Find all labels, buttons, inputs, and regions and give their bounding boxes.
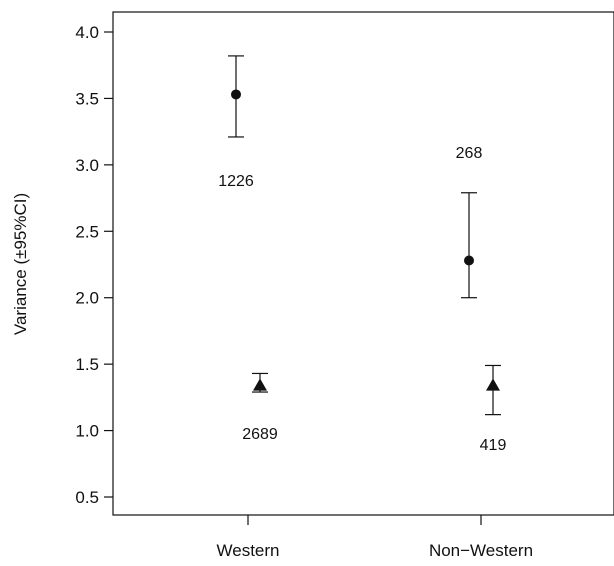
x-tick-label: Western (217, 541, 280, 560)
sample-size-label: 419 (480, 437, 507, 454)
circle-point (464, 255, 474, 266)
sample-size-label: 2689 (242, 426, 278, 443)
y-tick-label: 2.0 (75, 289, 99, 308)
plot-frame (112, 11, 614, 516)
sample-size-label: 1226 (218, 173, 254, 190)
circle-point (231, 89, 241, 100)
triangle-point (486, 378, 500, 391)
y-tick-label: 4.0 (75, 23, 99, 42)
x-axis: Western Non−Western (217, 515, 533, 560)
y-axis: 0.5 1.0 1.5 2.0 2.5 3.0 3.5 4.0 (75, 23, 113, 507)
circle-error-bar (461, 192, 477, 299)
x-tick-label: Non−Western (429, 541, 533, 560)
sample-size-label: 268 (456, 145, 483, 162)
y-tick-label: 3.0 (75, 156, 99, 175)
triangle-point (253, 378, 267, 391)
y-axis-title: Variance (±95%CI) (11, 193, 30, 335)
y-tick-label: 1.5 (75, 355, 99, 374)
y-tick-label: 1.0 (75, 422, 99, 441)
y-tick-label: 2.5 (75, 222, 99, 241)
data-marks: 1226 268 2689 419 (218, 55, 507, 454)
y-tick-label: 0.5 (75, 488, 99, 507)
y-tick-label: 3.5 (75, 89, 99, 108)
